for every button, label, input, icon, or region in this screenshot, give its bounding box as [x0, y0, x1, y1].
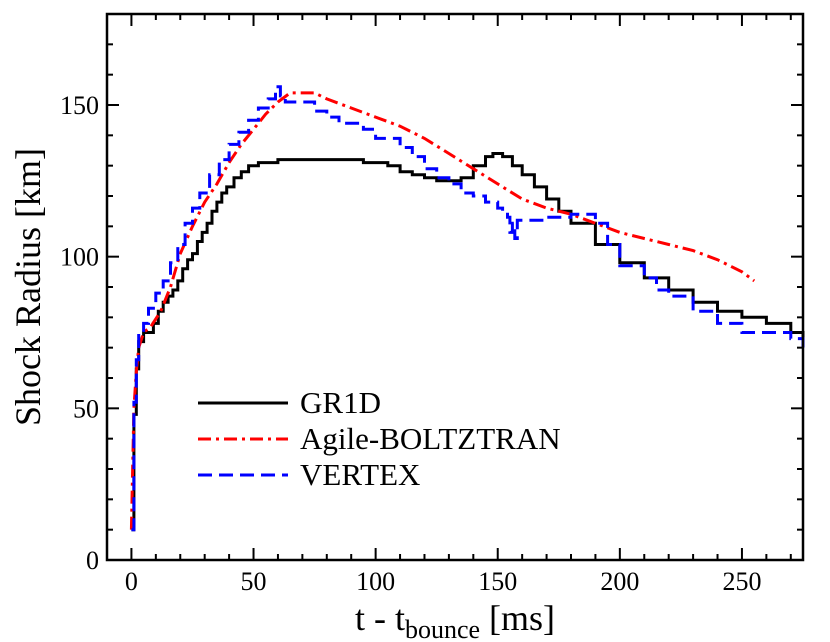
legend-label: VERTEX — [300, 457, 420, 492]
x-axis-title-subscript: bounce — [405, 615, 480, 642]
x-tick-label: 0 — [125, 567, 138, 596]
x-tick-label: 200 — [600, 567, 639, 596]
legend-label: Agile-BOLTZTRAN — [300, 421, 561, 456]
y-tick-label: 100 — [60, 243, 99, 272]
series-line-agile-boltztran — [129, 91, 756, 530]
x-tick-label: 50 — [241, 567, 267, 596]
legend-label: GR1D — [300, 385, 381, 420]
x-axis-title-main: t - t — [355, 598, 405, 638]
series-line-vertex — [131, 85, 805, 532]
y-tick-label: 50 — [73, 394, 99, 423]
y-axis-title-text: Shock Radius [km] — [8, 148, 48, 426]
axes-layer: 0 50 100 150 200 250 0 50 100 150 — [60, 12, 805, 596]
plot-frame — [105, 12, 805, 562]
x-tick-label: 150 — [478, 567, 517, 596]
x-tick-label: 250 — [722, 567, 761, 596]
series-layer — [129, 85, 805, 532]
y-tick-label: 150 — [60, 91, 99, 120]
x-axis-title: t - tbounce [ms] — [355, 598, 555, 642]
y-axis-title: Shock Radius [km] — [8, 148, 48, 426]
x-tick-label: 100 — [356, 567, 395, 596]
x-axis-title-unit: [ms] — [480, 598, 555, 638]
y-tick-label: 0 — [86, 546, 99, 575]
series-line-gr1d — [131, 152, 805, 532]
